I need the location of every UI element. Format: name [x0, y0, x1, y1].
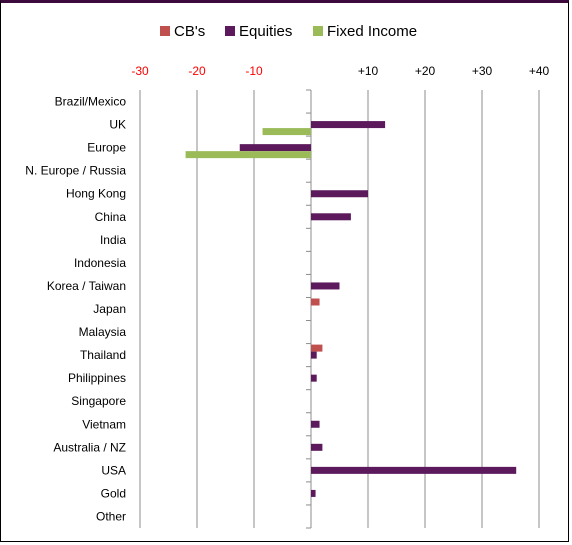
- bar-equities-15: [311, 420, 320, 428]
- category-label-12: Thailand: [80, 348, 126, 362]
- bar-equities-5: [311, 190, 368, 198]
- category-label-18: Gold: [101, 486, 126, 500]
- x-tick-label-3: -10: [245, 64, 263, 78]
- bar-equities-6: [311, 213, 351, 221]
- x-tick-label-1: -30: [131, 64, 149, 78]
- x-tick-label-5: +20: [415, 64, 436, 78]
- x-tick-label-7: +40: [529, 64, 550, 78]
- bar-fixed-income-2: [262, 128, 311, 136]
- category-label-14: Singapore: [71, 394, 126, 408]
- category-label-4: N. Europe / Russia: [25, 164, 126, 178]
- x-tick-label-4: +10: [358, 64, 379, 78]
- category-label-7: India: [100, 233, 126, 247]
- bar-equities-13: [311, 374, 317, 382]
- legend-swatch-2: [225, 26, 235, 36]
- bar-cb-s-12: [311, 344, 323, 352]
- x-tick-label-6: +30: [472, 64, 493, 78]
- category-label-16: Australia / NZ: [53, 440, 126, 454]
- legend-label-3: Fixed Income: [327, 23, 417, 40]
- bar-equities-2: [311, 121, 386, 129]
- category-label-11: Malaysia: [79, 325, 127, 339]
- category-label-13: Philippines: [68, 371, 126, 385]
- category-label-5: Hong Kong: [66, 187, 126, 201]
- bar-equities-12: [311, 351, 317, 359]
- category-label-3: Europe: [87, 141, 126, 155]
- legend-swatch-3: [313, 26, 323, 36]
- category-label-2: UK: [109, 118, 126, 132]
- legend-label-1: CB's: [174, 23, 205, 40]
- category-label-6: China: [95, 210, 127, 224]
- category-label-15: Vietnam: [82, 417, 126, 431]
- category-label-19: Other: [96, 509, 126, 523]
- x-tick-label-2: -20: [188, 64, 206, 78]
- bar-equities-16: [311, 443, 323, 451]
- bar-equities-3: [239, 144, 311, 152]
- bar-cb-s-10: [311, 298, 320, 306]
- bar-fixed-income-3: [185, 151, 311, 159]
- category-label-1: Brazil/Mexico: [55, 95, 127, 109]
- category-label-9: Korea / Taiwan: [47, 279, 126, 293]
- category-label-17: USA: [101, 463, 126, 477]
- legend-label-2: Equities: [239, 23, 292, 40]
- bar-equities-17: [311, 466, 517, 474]
- legend-swatch-1: [160, 26, 170, 36]
- category-label-8: Indonesia: [74, 256, 126, 270]
- category-label-10: Japan: [93, 302, 126, 316]
- bar-equities-18: [311, 489, 316, 497]
- bar-equities-9: [311, 282, 340, 290]
